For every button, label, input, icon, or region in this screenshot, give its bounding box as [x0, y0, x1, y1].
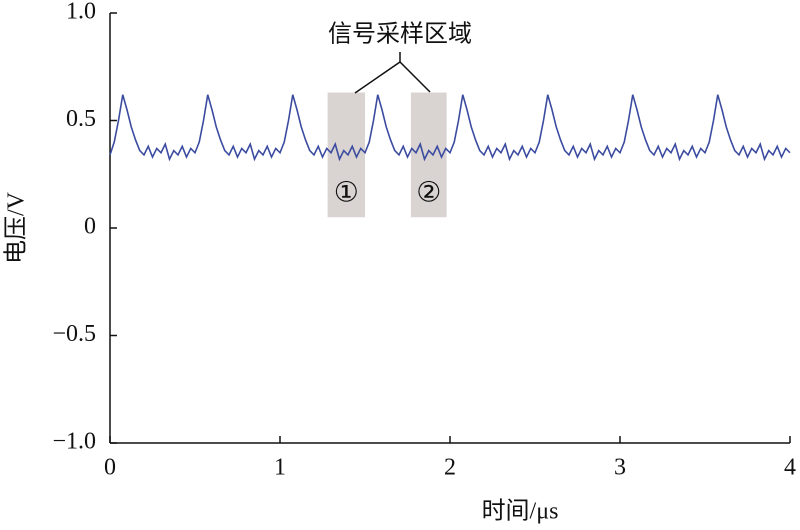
y-tick-label: −1.0 [52, 429, 96, 455]
region-label: ② [416, 178, 441, 209]
y-axis-label: 电压/V [3, 191, 30, 264]
x-tick-label: 0 [104, 455, 116, 481]
x-tick-label: 2 [444, 455, 456, 481]
annotation: 信号采样区域 [328, 21, 472, 48]
x-tick-label: 4 [784, 455, 796, 481]
x-tick-label: 1 [274, 455, 286, 481]
x-tick-label: 3 [614, 455, 626, 481]
sample-region [327, 92, 365, 218]
x-axis-label: 时间/μs [482, 498, 559, 525]
y-tick-label: 0.5 [66, 106, 96, 132]
callout-line [354, 61, 431, 94]
signal-line [109, 94, 791, 162]
y-tick-label: −0.5 [52, 321, 96, 347]
y-tick-label: 0 [84, 214, 96, 240]
region-label: ① [334, 178, 359, 209]
y-tick-label: 1.0 [66, 0, 96, 25]
